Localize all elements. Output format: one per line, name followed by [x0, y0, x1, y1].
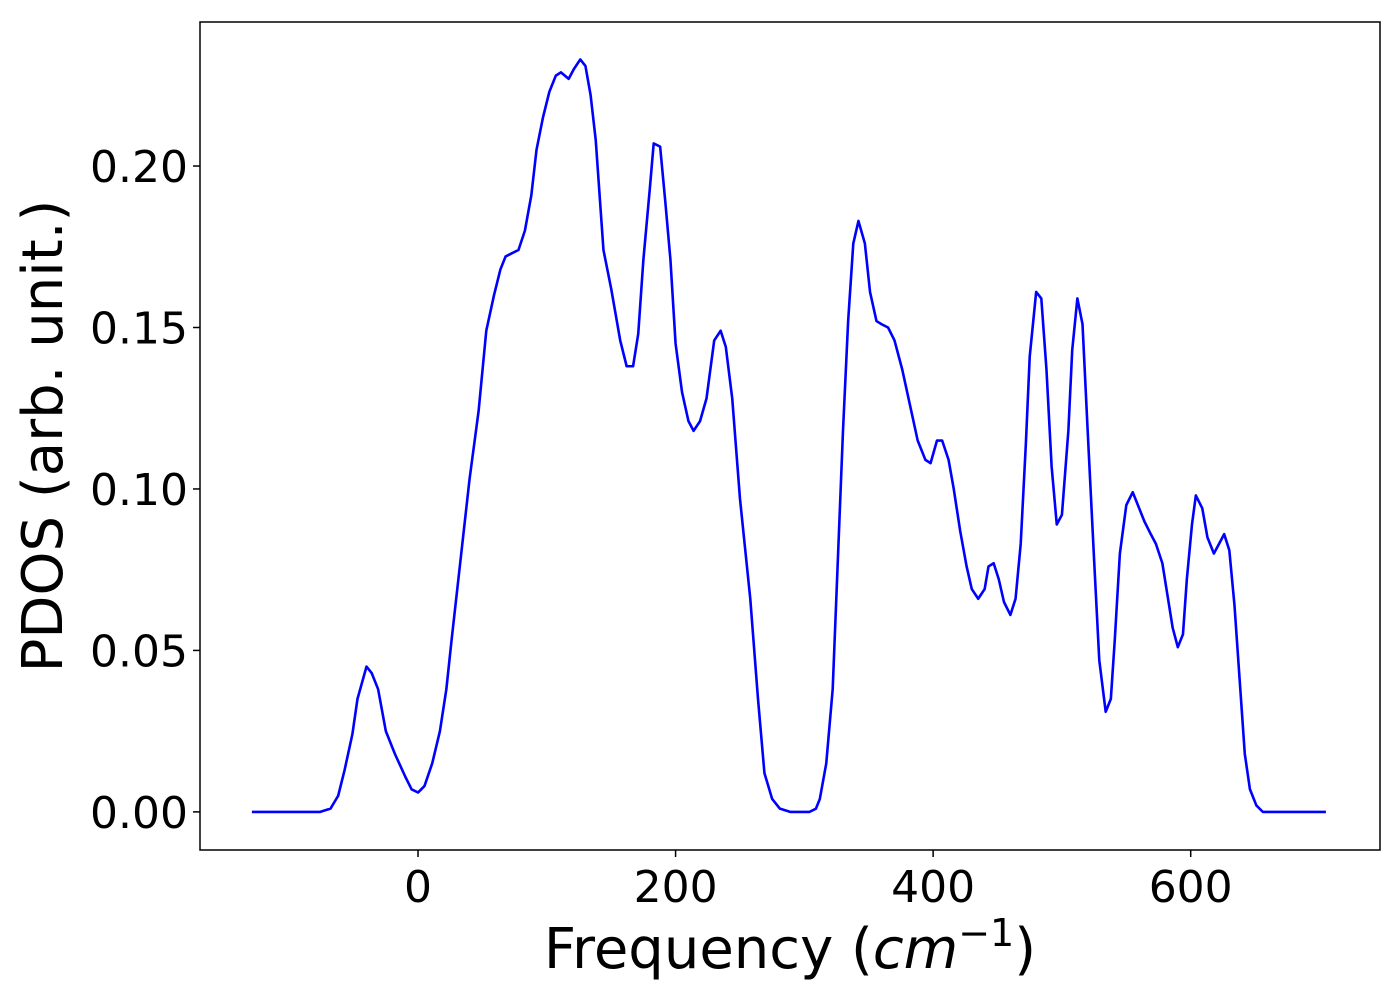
y-tick-label: 0.15 — [90, 303, 188, 354]
x-tick-label: 200 — [634, 862, 718, 913]
x-label-text: Frequency ( — [544, 917, 873, 982]
x-tick-label: 0 — [404, 862, 432, 913]
x-label-exponent: −1 — [958, 911, 1014, 955]
x-label-close: ) — [1014, 917, 1036, 982]
plot-frame — [199, 21, 1381, 851]
y-tick-label: 0.20 — [90, 142, 188, 193]
y-tick-label: 0.00 — [90, 788, 188, 839]
y-tick-label: 0.05 — [90, 626, 188, 677]
x-label-unit: cm — [873, 917, 958, 982]
x-tick-label: 400 — [891, 862, 975, 913]
x-tick-label: 600 — [1149, 862, 1233, 913]
y-tick-label: 0.10 — [90, 465, 188, 516]
pdos-line — [251, 58, 1326, 814]
y-axis-label: PDOS (arb. unit.) — [11, 200, 76, 673]
x-axis-label: Frequency (cm−1) — [544, 911, 1036, 982]
